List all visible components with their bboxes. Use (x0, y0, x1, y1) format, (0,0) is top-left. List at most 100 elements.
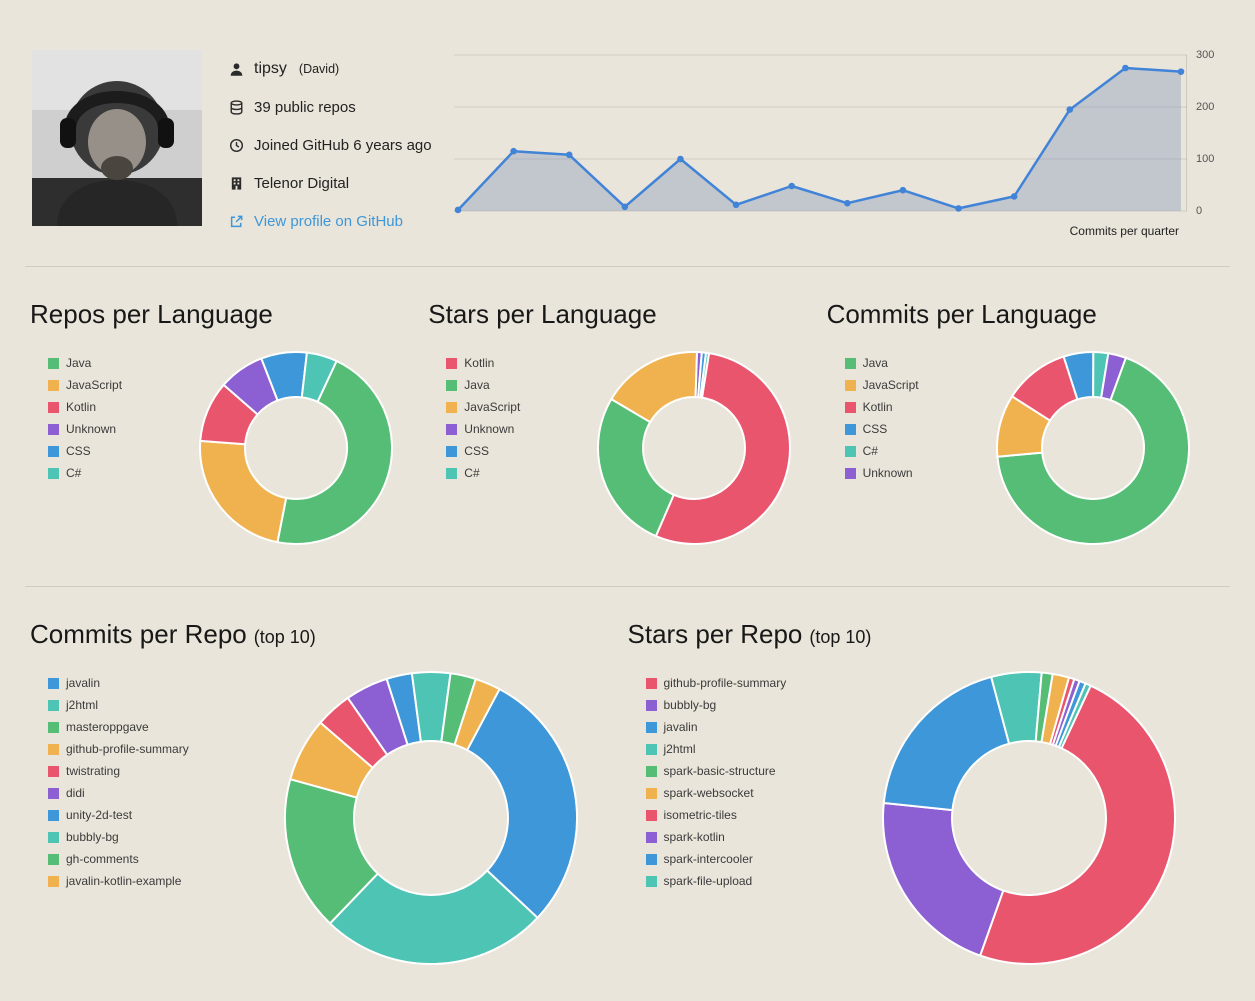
legend-item[interactable]: masteroppgave (48, 716, 283, 738)
data-point (1066, 106, 1074, 113)
chart-title: Commits per Repo (top 10) (30, 619, 628, 650)
legend-swatch (844, 445, 856, 457)
legend-label: twistrating (66, 764, 121, 778)
legend-swatch (48, 721, 59, 733)
legend-item[interactable]: spark-basic-structure (645, 760, 881, 782)
person-icon (228, 61, 244, 77)
legend-item[interactable]: Unknown (844, 462, 995, 484)
legend-label: JavaScript (464, 400, 521, 414)
y-axis-tick: 100 (1196, 153, 1215, 165)
legend-item[interactable]: JavaScript (48, 374, 198, 396)
donut-segment (466, 688, 578, 919)
legend-swatch (48, 699, 59, 711)
legend-item[interactable]: j2html (645, 738, 881, 760)
view-profile-link[interactable]: View profile on GitHub (254, 212, 403, 230)
legend-swatch (48, 423, 59, 435)
legend-item[interactable]: Kotlin (844, 396, 995, 418)
legend-label: didi (66, 786, 85, 800)
legend-item[interactable]: Kotlin (48, 396, 198, 418)
legend-label: gh-comments (66, 852, 139, 866)
legend-swatch (48, 787, 59, 799)
legend-item[interactable]: j2html (48, 694, 283, 716)
legend-label: C# (66, 466, 82, 480)
language-charts-section: Repos per Language Java JavaScript Kotlin U… (0, 267, 1255, 546)
legend-label: github-profile-summary (663, 676, 787, 690)
donut-segment (655, 352, 792, 545)
legend-item[interactable]: spark-intercooler (645, 848, 881, 870)
legend-item[interactable]: C# (48, 462, 198, 484)
donut-segment (1099, 352, 1127, 402)
donut-segment (453, 678, 501, 752)
legend-item[interactable]: JavaScript (446, 396, 596, 418)
legend-item[interactable]: javalin (48, 672, 283, 694)
legend-item[interactable]: spark-websocket (645, 782, 881, 804)
legend-label: spark-intercooler (663, 852, 753, 866)
legend-label: spark-file-upload (663, 874, 753, 888)
legend-swatch (48, 677, 59, 689)
legend-item[interactable]: CSS (48, 440, 198, 462)
legend-swatch (446, 423, 458, 435)
donut-segment (199, 439, 288, 544)
data-point (621, 203, 629, 211)
chart-legend: github-profile-summary bubbly-bg javalin j2… (628, 672, 881, 892)
legend-item[interactable]: Kotlin (446, 352, 596, 374)
legend-item[interactable]: bubbly-bg (48, 826, 283, 848)
legend-label: Kotlin (464, 356, 495, 370)
data-point (955, 205, 962, 212)
legend-swatch (446, 379, 458, 391)
legend-item[interactable]: CSS (844, 418, 995, 440)
legend-item[interactable]: gh-comments (48, 848, 283, 870)
legend-item[interactable]: CSS (446, 440, 596, 462)
commits-quarter-line-chart (454, 54, 1187, 214)
legend-item[interactable]: C# (844, 440, 995, 462)
data-point (788, 182, 795, 190)
legend-item[interactable]: JavaScript (844, 374, 995, 396)
company-label: Telenor Digital (254, 174, 350, 192)
commits-per-repo-block: Commits per Repo (top 10) javalin j2html ma… (30, 603, 628, 966)
database-icon (228, 99, 244, 115)
legend-item[interactable]: bubbly-bg (645, 694, 881, 716)
stars-per-repo-block: Stars per Repo (top 10) github-profile-su… (628, 603, 1226, 966)
legend-swatch (446, 401, 458, 413)
legend-item[interactable]: spark-file-upload (645, 870, 881, 892)
legend-item[interactable]: unity-2d-test (48, 804, 283, 826)
donut-segment (1057, 682, 1092, 750)
legend-item[interactable]: javalin-kotlin-example (48, 870, 283, 892)
section-divider (25, 266, 1230, 267)
legend-item[interactable]: javalin (645, 716, 881, 738)
y-axis-tick: 300 (1196, 49, 1215, 61)
legend-swatch (48, 765, 59, 777)
legend-item[interactable]: Java (446, 374, 596, 396)
legend-swatch (446, 445, 458, 457)
y-axis-tick: 200 (1196, 101, 1215, 113)
legend-item[interactable]: didi (48, 782, 283, 804)
real-name: (David) (298, 62, 340, 76)
commits-per-language-donut (995, 350, 1190, 545)
legend-item[interactable]: spark-kotlin (645, 826, 881, 848)
legend-item[interactable]: isometric-tiles (645, 804, 881, 826)
legend-swatch (48, 831, 59, 843)
legend-swatch (645, 875, 657, 887)
chart-title-text: Stars per Repo (627, 619, 803, 649)
y-axis-tick: 0 (1196, 205, 1203, 217)
chart-legend: Kotlin Java JavaScript Unknown CSS C# (428, 352, 596, 484)
legend-item[interactable]: github-profile-summary (645, 672, 881, 694)
building-icon (228, 175, 244, 191)
legend-swatch (645, 699, 657, 711)
legend-swatch (844, 401, 856, 413)
legend-item[interactable]: C# (446, 462, 596, 484)
area-fill (458, 68, 1181, 211)
legend-label: unity-2d-test (66, 808, 133, 822)
legend-item[interactable]: github-profile-summary (48, 738, 283, 760)
legend-label: JavaScript (862, 378, 919, 392)
legend-item[interactable]: twistrating (48, 760, 283, 782)
profile-info: tipsy (David) 39 public repos Joined Git… (228, 50, 438, 240)
data-point (677, 155, 684, 163)
legend-swatch (48, 853, 59, 865)
legend-item[interactable]: Unknown (446, 418, 596, 440)
legend-item[interactable]: Java (48, 352, 198, 374)
legend-item[interactable]: Java (844, 352, 995, 374)
legend-item[interactable]: Unknown (48, 418, 198, 440)
legend-swatch (48, 357, 59, 369)
